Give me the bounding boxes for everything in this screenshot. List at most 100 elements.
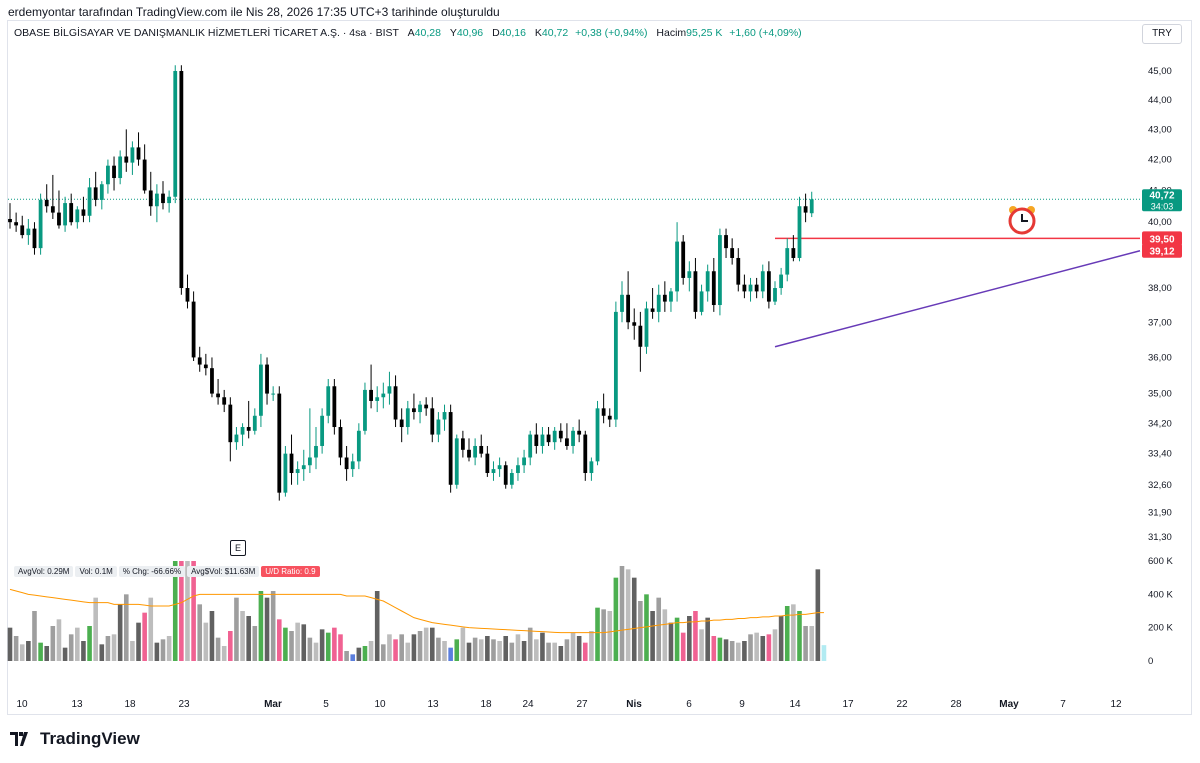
alarm-clock-hands bbox=[1021, 214, 1028, 222]
currency-button[interactable]: TRY bbox=[1142, 24, 1182, 44]
candle-body bbox=[112, 165, 116, 179]
volume-bar bbox=[154, 642, 160, 661]
volume-bar bbox=[631, 577, 637, 661]
candle-body bbox=[589, 461, 594, 474]
candle-body bbox=[124, 156, 129, 163]
volume-bar bbox=[485, 636, 490, 661]
candle-body bbox=[118, 156, 123, 179]
candle-body bbox=[773, 288, 777, 302]
candle-body bbox=[540, 434, 545, 446]
price-tick-label: 34,20 bbox=[1148, 418, 1172, 429]
volume-bar bbox=[497, 641, 502, 661]
candle-body bbox=[546, 434, 551, 443]
earnings-marker[interactable]: E bbox=[230, 540, 246, 556]
volume-bar bbox=[607, 611, 613, 661]
brand-name: TradingView bbox=[40, 729, 140, 748]
volume-bar bbox=[784, 606, 790, 661]
time-tick-label: 12 bbox=[1110, 699, 1122, 710]
candle-body bbox=[687, 271, 692, 278]
candle-body bbox=[363, 389, 367, 431]
volume-bar bbox=[399, 634, 404, 661]
volume-bar bbox=[521, 641, 527, 661]
candle-body bbox=[693, 271, 698, 312]
volume-tick-label: 400 K bbox=[1148, 589, 1173, 600]
candle-body bbox=[216, 393, 220, 398]
candle-body bbox=[650, 308, 655, 312]
volume-bar bbox=[442, 641, 447, 661]
volume-bar bbox=[625, 569, 631, 661]
candle-body bbox=[724, 235, 728, 249]
candle-body bbox=[460, 438, 465, 450]
candle-body bbox=[436, 419, 441, 435]
candle-body bbox=[418, 404, 422, 413]
volume-bar bbox=[472, 637, 478, 661]
low-value: 40,16 bbox=[499, 27, 526, 39]
price-tick-label: 35,00 bbox=[1148, 389, 1172, 400]
time-tick-label: 5 bbox=[323, 699, 329, 710]
candle-body bbox=[369, 389, 373, 401]
high-value: 40,96 bbox=[456, 27, 484, 39]
volume-bar bbox=[344, 651, 349, 661]
volume-bar bbox=[172, 561, 178, 661]
time-tick-label: 7 bbox=[1060, 699, 1066, 710]
candle-body bbox=[148, 190, 153, 207]
volume-bar bbox=[252, 626, 258, 661]
volume-bar bbox=[699, 629, 704, 661]
volume-bar bbox=[99, 644, 105, 661]
volume-bar bbox=[589, 631, 594, 661]
time-tick-label: 22 bbox=[896, 699, 908, 710]
price-tick-label: 43,00 bbox=[1148, 124, 1172, 135]
candle-body bbox=[57, 212, 61, 226]
volume-bar bbox=[803, 626, 808, 661]
volume-bar bbox=[221, 646, 227, 661]
candle-body bbox=[454, 438, 459, 485]
volume-bar bbox=[778, 616, 784, 661]
volume-bar bbox=[93, 597, 98, 661]
candle-body bbox=[748, 284, 753, 292]
ud-ratio-label: U/D Ratio: 0.9 bbox=[261, 566, 320, 577]
volume-bar bbox=[381, 644, 386, 661]
volume-bar bbox=[503, 636, 509, 661]
volume-bar bbox=[166, 636, 172, 661]
trendline-tag bbox=[1142, 243, 1182, 258]
volume-bar bbox=[491, 639, 496, 661]
volume-change-value: +1,60 (+4,09%) bbox=[729, 27, 802, 39]
candle-body bbox=[681, 241, 686, 278]
volume-bar bbox=[564, 639, 570, 661]
candle-body bbox=[442, 412, 447, 420]
volume-bar bbox=[13, 636, 19, 661]
candle-body bbox=[87, 187, 92, 216]
candle-body bbox=[167, 196, 172, 204]
candle-body bbox=[785, 248, 790, 275]
candle-body bbox=[742, 284, 747, 292]
resistance-tag-value: 39,50 bbox=[1149, 234, 1174, 245]
volume-bar bbox=[576, 636, 582, 661]
price-tick-label: 31,90 bbox=[1148, 508, 1172, 519]
volume-bar bbox=[295, 622, 300, 661]
candle-body bbox=[106, 165, 110, 185]
volume-bar bbox=[142, 612, 147, 661]
candle-body bbox=[350, 461, 355, 470]
volume-bar bbox=[742, 641, 747, 661]
volume-bar bbox=[662, 609, 668, 661]
time-tick-label: 14 bbox=[789, 699, 801, 710]
volume-bar bbox=[215, 637, 221, 661]
volume-bar bbox=[680, 632, 686, 661]
symbol-name[interactable]: OBASE BİLGİSAYAR VE DANIŞMANLIK HİZMETLE… bbox=[14, 27, 399, 39]
close-label: K bbox=[534, 27, 542, 39]
price-tick-label: 31,30 bbox=[1148, 532, 1172, 543]
candle-body bbox=[412, 408, 416, 413]
candle-body bbox=[595, 408, 600, 462]
candle-body bbox=[632, 322, 637, 326]
tradingview-logo-icon bbox=[10, 732, 28, 746]
volume-bar bbox=[301, 624, 307, 661]
volume-bar bbox=[75, 627, 80, 661]
candle-body bbox=[779, 274, 784, 289]
candle-body bbox=[44, 199, 49, 207]
volume-bar bbox=[417, 631, 423, 661]
candle-body bbox=[332, 386, 337, 428]
candle-body bbox=[638, 325, 643, 347]
volume-bar bbox=[191, 561, 196, 661]
volume-bar bbox=[313, 642, 319, 661]
